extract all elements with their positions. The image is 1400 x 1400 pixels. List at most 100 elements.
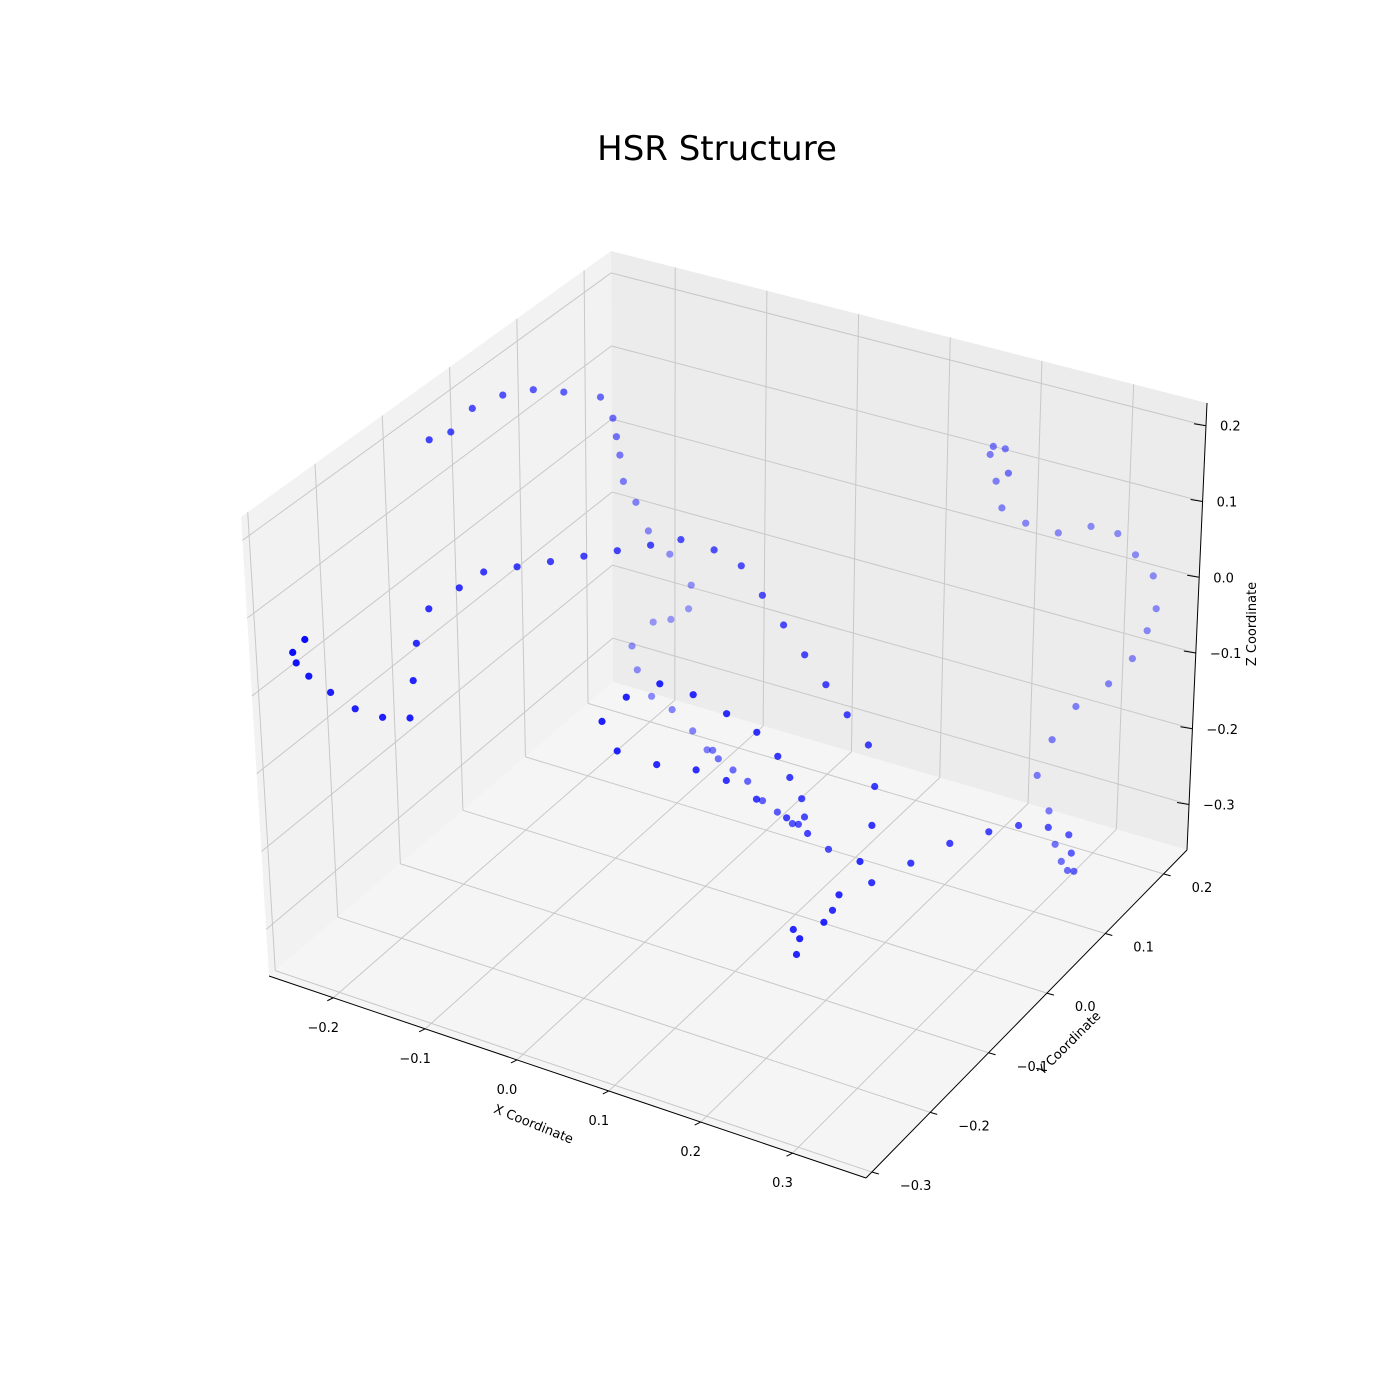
y-tick-mark [1105, 933, 1113, 936]
scatter-point [753, 728, 761, 736]
scatter-point [986, 450, 994, 459]
scatter-point [783, 814, 791, 822]
z-tick-label: 0.2 [1220, 420, 1241, 435]
y-gridline-wall [381, 415, 401, 864]
y-gridline-floor [462, 809, 1048, 994]
scatter-point [480, 568, 488, 576]
x-gridline-wall [939, 337, 951, 778]
scatter-point [1004, 469, 1013, 477]
scatter-point [425, 605, 433, 613]
scatter-point [752, 795, 761, 803]
x-tick-label: −0.2 [308, 1021, 340, 1036]
scatter-point [647, 541, 655, 549]
x-gridline-wall [1115, 384, 1135, 830]
z-gridline-right [611, 418, 1200, 578]
y-tick-mark [1163, 873, 1171, 877]
z-gridline-right [610, 272, 1207, 427]
scatter-point [800, 813, 809, 821]
scatter-point [729, 766, 737, 774]
x-tick-label: −0.1 [399, 1052, 431, 1067]
z-axis-label: Z Coordinate [1245, 582, 1260, 666]
scatter-point [820, 918, 828, 926]
z-gridline-right [611, 491, 1196, 654]
scatter-point [609, 414, 617, 422]
scatter-point [499, 391, 507, 399]
x-tick-mark [602, 1090, 610, 1095]
scatter-point [1045, 807, 1053, 815]
scatter-point [828, 906, 837, 914]
scatter-point [596, 393, 605, 401]
scatter-point [989, 442, 997, 450]
scatter-point [868, 821, 876, 830]
x-tick-label: 0.1 [588, 1114, 609, 1129]
scatter-point [379, 713, 387, 721]
scatter-point [796, 935, 804, 943]
scatter-point [1072, 702, 1080, 711]
y-tick-label: −0.3 [900, 1179, 932, 1194]
scatter-point [792, 950, 801, 959]
scatter-point [628, 642, 636, 650]
x-gridline-floor [608, 777, 941, 1092]
z-axis-line [1186, 402, 1208, 851]
scatter-point [598, 717, 606, 726]
scatter-point [406, 714, 414, 722]
floor-pane [269, 682, 1187, 1178]
y-tick-mark [1046, 992, 1055, 996]
scatter-point [1048, 736, 1056, 744]
scatter-point [722, 776, 730, 785]
y-gridline-wall [314, 463, 339, 918]
z-gridline-left [265, 637, 614, 930]
scatter-point [622, 693, 630, 701]
z-tick-label: 0.0 [1213, 571, 1234, 586]
z-tick-mark [1187, 574, 1200, 578]
scatter-point [613, 747, 621, 755]
y-gridline-wall [247, 512, 276, 971]
scatter-point [687, 581, 695, 589]
scatter-point [425, 436, 433, 444]
scatter-point [1114, 530, 1122, 538]
scatter-point [1033, 771, 1041, 780]
z-tick-label: −0.1 [1210, 647, 1242, 662]
scatter-point [868, 879, 876, 887]
x-gridline-floor [424, 725, 764, 1030]
right-pane [611, 251, 1207, 850]
data-points [289, 386, 1160, 959]
x-gridline-wall [850, 314, 860, 752]
left-pane [241, 251, 613, 976]
scatter-point [794, 820, 803, 828]
z-gridline-left [242, 272, 612, 541]
scatter-point [789, 925, 797, 934]
scatter-point [412, 639, 420, 647]
x-axis-line [268, 975, 867, 1179]
scatter-point [689, 727, 697, 735]
z-tick-mark [1193, 423, 1207, 427]
scatter-point [1065, 831, 1073, 839]
x-tick-label: 0.0 [497, 1083, 518, 1098]
scatter-point [1044, 823, 1052, 832]
x-tick-label: 0.2 [680, 1145, 701, 1160]
y-gridline-floor [337, 916, 931, 1113]
scatter-point [1128, 655, 1136, 663]
scatter-point [689, 691, 697, 699]
scatter-point [668, 706, 676, 714]
scatter-point [703, 746, 711, 754]
scatter-point [633, 666, 641, 674]
scatter-point [447, 428, 455, 436]
scatter-point [289, 648, 297, 657]
z-tick-mark [1190, 498, 1203, 502]
scatter-point [529, 386, 537, 394]
z-tick-mark [1183, 650, 1196, 654]
x-tick-mark [694, 1121, 701, 1126]
scatter-point [758, 797, 767, 805]
scatter-point [1063, 866, 1072, 875]
y-tick-label: −0.1 [1017, 1060, 1049, 1075]
scatter-point [856, 857, 864, 866]
scatter-point [1054, 529, 1062, 537]
x-tick-label: 0.3 [772, 1176, 793, 1191]
scatter-point [804, 829, 812, 838]
z-tick-label: −0.2 [1206, 723, 1238, 738]
x-tick-mark [786, 1152, 793, 1157]
scatter-point [714, 755, 722, 763]
x-gridline-floor [700, 803, 1029, 1123]
scatter-point [824, 845, 833, 853]
